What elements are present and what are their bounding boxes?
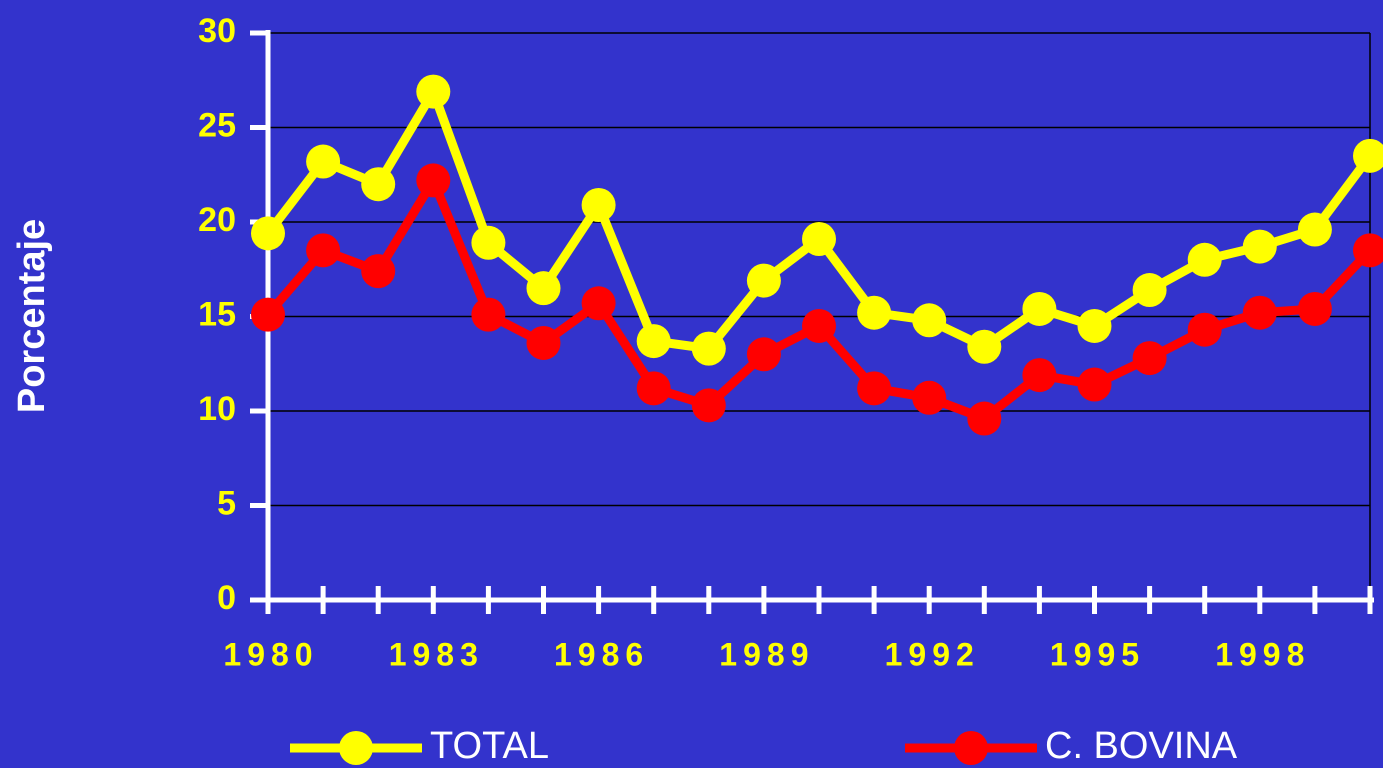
y-tick-label: 30 (198, 12, 236, 50)
data-point (471, 297, 506, 332)
data-point (1077, 308, 1112, 343)
x-tick-label: 1989 (719, 636, 814, 672)
x-tick-label: 1986 (554, 636, 649, 672)
data-point (1242, 295, 1277, 330)
data-point (857, 371, 892, 406)
data-point (416, 163, 451, 198)
data-point (912, 303, 947, 338)
data-point (471, 225, 506, 260)
y-tick-label: 25 (198, 106, 236, 144)
legend-marker (954, 731, 988, 765)
data-point (857, 295, 892, 330)
legend-label: TOTAL (430, 725, 549, 767)
y-tick-label: 0 (217, 579, 236, 617)
data-point (416, 74, 451, 109)
data-point (581, 187, 616, 222)
data-point (251, 297, 285, 332)
data-point (691, 331, 726, 366)
data-point (967, 329, 1002, 364)
data-point (1022, 358, 1057, 393)
data-point (1297, 291, 1332, 326)
data-point (361, 167, 396, 202)
data-point (1132, 273, 1167, 308)
data-point (1132, 341, 1167, 376)
y-tick-label: 20 (198, 201, 236, 239)
data-point (746, 337, 781, 372)
data-point (306, 233, 341, 268)
data-point (1187, 242, 1222, 277)
x-tick-label: 1998 (1215, 636, 1310, 672)
data-point (1297, 212, 1332, 247)
data-point (581, 286, 616, 321)
data-point (526, 271, 561, 306)
data-point (636, 324, 671, 359)
y-tick-label: 15 (198, 295, 236, 333)
data-point (1022, 291, 1057, 326)
data-point (691, 388, 726, 423)
data-point (1242, 229, 1277, 264)
y-axis-label: Porcentaje (11, 219, 53, 413)
y-tick-label: 5 (217, 484, 236, 522)
data-point (967, 401, 1002, 436)
data-point (802, 308, 836, 343)
data-point (361, 254, 396, 289)
data-point (1187, 312, 1222, 347)
data-point (746, 263, 781, 298)
legend-label: C. BOVINA (1045, 725, 1238, 767)
data-point (251, 216, 285, 251)
y-tick-label: 10 (198, 390, 236, 428)
data-point (1077, 367, 1112, 402)
x-tick-label: 1992 (885, 636, 980, 672)
x-tick-label: 1983 (389, 636, 484, 672)
data-point (1353, 233, 1383, 268)
x-tick-label: 1995 (1050, 636, 1145, 672)
data-point (306, 144, 341, 179)
data-point (636, 371, 671, 406)
data-point (802, 222, 836, 257)
data-point (912, 380, 947, 415)
legend-marker (339, 731, 373, 765)
x-tick-label: 1980 (223, 636, 318, 672)
data-point (526, 325, 561, 360)
data-point (1353, 138, 1383, 173)
